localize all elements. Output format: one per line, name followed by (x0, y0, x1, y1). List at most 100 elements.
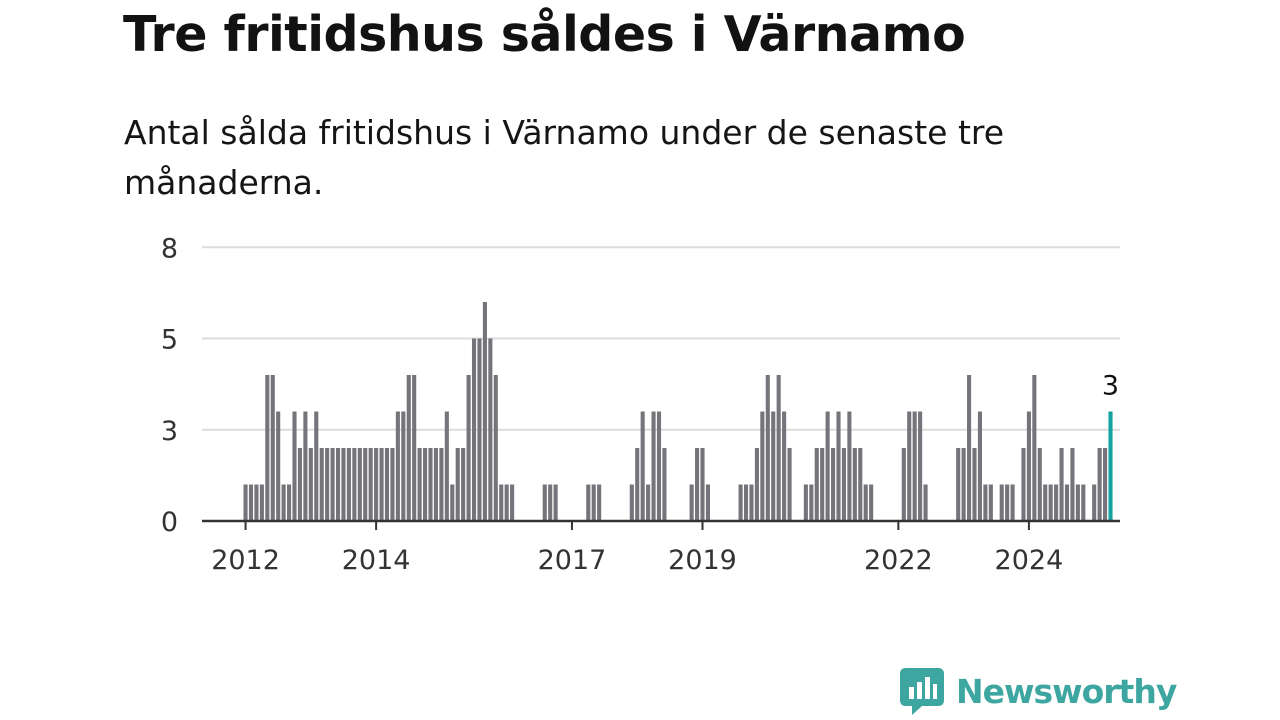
highlight-value-label: 3 (1102, 371, 1119, 402)
bar (308, 448, 313, 521)
bar (450, 484, 455, 521)
bar (765, 375, 770, 521)
highlight-bar (1108, 411, 1113, 521)
x-tick-label: 2017 (538, 545, 607, 576)
bar (319, 448, 324, 521)
bar (412, 375, 417, 521)
bar (1005, 484, 1010, 521)
bar (1092, 484, 1097, 521)
y-tick-label: 0 (161, 507, 178, 538)
bar (406, 375, 411, 521)
bar (287, 484, 292, 521)
bar (656, 411, 662, 521)
bar (901, 448, 906, 521)
bar (254, 484, 259, 521)
bar (423, 448, 428, 521)
bar (809, 484, 814, 521)
y-tick-label: 8 (161, 233, 178, 264)
bar (1037, 448, 1042, 521)
bar (542, 484, 547, 521)
bar (510, 484, 515, 521)
bar (820, 448, 825, 521)
bar-chart: 0 3 5 8 3 2012 2014 2017 2019 2022 2024 (161, 233, 1120, 576)
bar (852, 448, 857, 521)
bar (352, 448, 357, 521)
bar (836, 411, 841, 521)
bar (1070, 448, 1075, 521)
bar (651, 411, 656, 521)
bar (705, 484, 710, 521)
bar (591, 484, 596, 521)
bar (814, 448, 819, 521)
y-tick-label: 5 (161, 325, 178, 356)
bar (1059, 448, 1064, 521)
bar (395, 411, 400, 521)
x-tick-label: 2022 (864, 545, 933, 576)
bar (248, 484, 254, 521)
bar (749, 484, 754, 521)
bar (907, 411, 912, 521)
bar (433, 448, 438, 521)
chart-subtitle: Antal sålda fritidshus i Värnamo under d… (124, 113, 1005, 202)
bar (776, 375, 781, 521)
bar (597, 484, 602, 521)
bar (363, 448, 368, 521)
bar (1097, 448, 1102, 521)
bar (918, 411, 923, 521)
bar (782, 411, 787, 521)
bar (923, 484, 928, 521)
bar (401, 411, 406, 521)
bar (444, 411, 449, 521)
bar (743, 484, 749, 521)
bar (390, 448, 395, 521)
bar (956, 448, 961, 521)
bar (335, 448, 341, 521)
bar (771, 411, 776, 521)
bar (635, 448, 640, 521)
bar (738, 484, 743, 521)
bar (357, 448, 362, 521)
y-tick-label: 3 (161, 416, 178, 447)
bar (488, 338, 493, 521)
bar (662, 448, 667, 521)
bar (428, 448, 433, 521)
bar (983, 484, 988, 521)
x-tick-label: 2012 (211, 545, 280, 576)
bar (700, 448, 705, 521)
bars (243, 302, 1113, 521)
bar (787, 448, 792, 521)
bar (243, 484, 248, 521)
bar (341, 448, 346, 521)
bar (1032, 375, 1037, 521)
bar (977, 411, 982, 521)
bar (586, 484, 591, 521)
bar (1103, 448, 1108, 521)
bar (1026, 411, 1031, 521)
bar (999, 484, 1004, 521)
bar (292, 411, 297, 521)
bar (858, 448, 863, 521)
bar (466, 375, 471, 521)
bar (477, 338, 482, 521)
bar (1048, 484, 1053, 521)
bar (847, 411, 852, 521)
bar (841, 448, 846, 521)
bar (863, 484, 868, 521)
logo-wordmark: Newsworthy (956, 672, 1177, 711)
x-tick-label: 2014 (342, 545, 411, 576)
bar (417, 448, 422, 521)
bar (384, 448, 390, 521)
bar (455, 448, 460, 521)
bar (646, 484, 651, 521)
bar (374, 448, 379, 521)
bar (803, 484, 808, 521)
bar (439, 448, 444, 521)
bar (461, 448, 466, 521)
bar (695, 448, 700, 521)
bar (493, 375, 498, 521)
chart-title: Tre fritidshus såldes i Värnamo (123, 6, 966, 63)
bar (912, 411, 917, 521)
bar (1075, 484, 1080, 521)
bar (330, 448, 335, 521)
bar (988, 484, 993, 521)
